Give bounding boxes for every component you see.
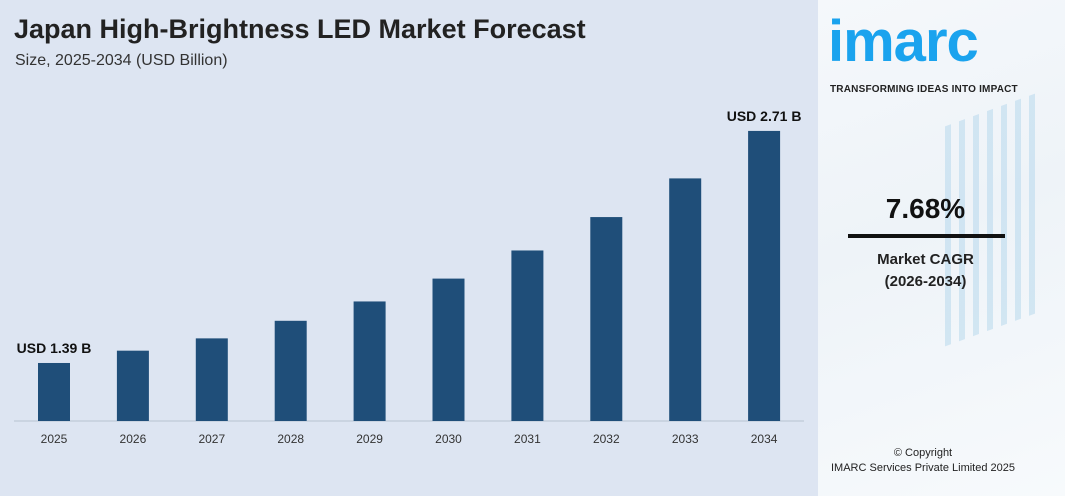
bar-2031 <box>511 250 544 421</box>
chart-title: Japan High-Brightness LED Market Forecas… <box>14 14 586 44</box>
bar-2029 <box>353 301 386 421</box>
copyright-label: © Copyright <box>893 447 953 459</box>
x-tick-label: 2030 <box>435 432 462 446</box>
x-tick-label: 2026 <box>120 432 147 446</box>
sidebar-panel: imarc TRANSFORMING IDEAS INTO IMPACT 7.6… <box>818 0 1065 496</box>
x-tick-label: 2034 <box>751 432 778 446</box>
bar-2026 <box>116 350 149 421</box>
bar-chart: 2025 USD 1.39 B 2026 2027 2028 2029 2030 2031 20… <box>14 108 804 446</box>
cagr-title: Market CAGR <box>877 251 974 268</box>
x-tick-label: 2032 <box>593 432 620 446</box>
data-label-2025: USD 1.39 B <box>17 340 92 356</box>
x-tick-label: 2033 <box>672 432 699 446</box>
logo-tagline: TRANSFORMING IDEAS INTO IMPACT <box>830 84 1018 95</box>
bar-2027 <box>195 338 228 421</box>
bar-2033 <box>669 178 702 421</box>
divider <box>848 234 1005 238</box>
data-label-2034: USD 2.71 B <box>727 108 802 124</box>
cagr-value: 7.68% <box>885 193 966 224</box>
bar-2034 <box>748 130 781 421</box>
bar-2028 <box>274 320 307 421</box>
x-tick-label: 2025 <box>41 432 68 446</box>
company-name: IMARC Services Private Limited 2025 <box>830 462 1015 474</box>
chart-subtitle: Size, 2025-2034 (USD Billion) <box>15 52 228 69</box>
x-tick-label: 2029 <box>356 432 383 446</box>
cagr-period: (2026-2034) <box>884 273 967 290</box>
imarc-logo: imarc <box>828 9 979 74</box>
chart-panel: 2025 USD 1.39 B 2026 2027 2028 2029 2030 2031 20… <box>0 0 818 496</box>
bar-2025 <box>38 362 70 421</box>
cagr-label: Market CAGR (2026-2034) <box>818 249 1033 293</box>
bar-2030 <box>432 278 465 421</box>
x-tick-label: 2028 <box>277 432 304 446</box>
copyright: © Copyright IMARC Services Private Limit… <box>818 446 1028 476</box>
x-tick-label: 2031 <box>514 432 541 446</box>
x-tick-label: 2027 <box>198 432 225 446</box>
bar-2032 <box>590 217 623 421</box>
